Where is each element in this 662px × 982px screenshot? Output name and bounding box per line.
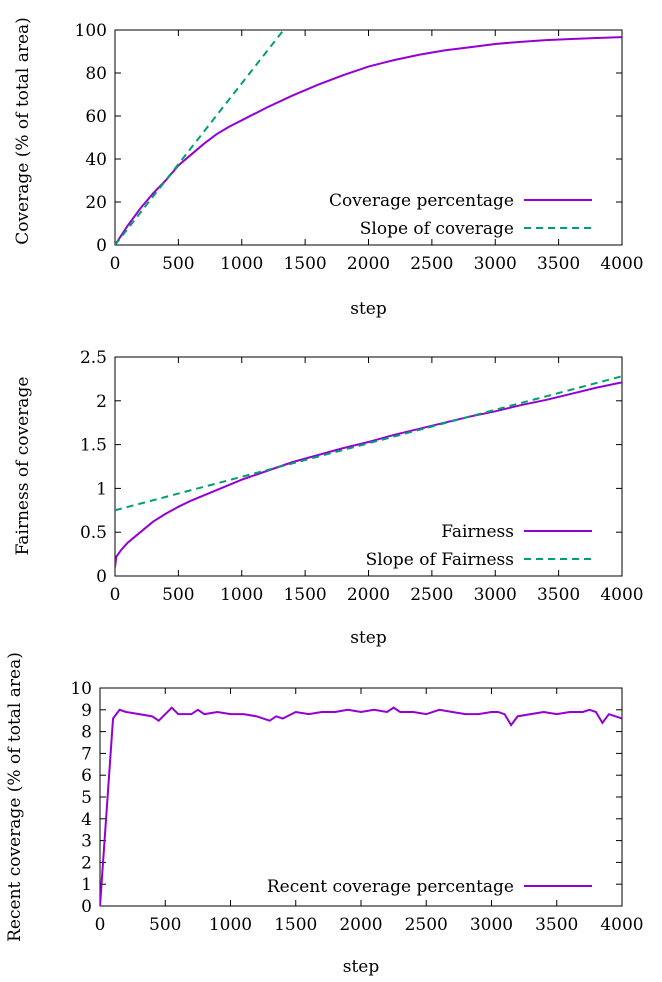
plot-frame [114,29,623,246]
legend-label: Slope of Fairness [366,550,514,570]
x-tick-label: 2000 [347,254,390,274]
legend-label: Coverage percentage [329,191,514,211]
y-tick-label: 5 [81,788,92,808]
x-tick-label: 1500 [283,585,326,605]
y-tick-label: 1 [96,479,107,499]
x-tick-label: 3000 [474,254,517,274]
series-line-1 [115,381,622,568]
x-tick-label: 1500 [274,915,317,935]
x-tick-label: 500 [162,585,194,605]
y-tick-label: 2 [96,392,107,412]
x-tick-label: 3500 [535,915,578,935]
y-tick-label: 7 [81,744,92,764]
x-tick-label: 0 [110,254,121,274]
x-tick-label: 1000 [209,915,252,935]
y-tick-label: 1.5 [80,436,107,456]
series-line-2 [115,30,285,245]
x-tick-label: 4000 [600,585,643,605]
x-tick-label: 3500 [537,254,580,274]
x-tick-label: 2500 [410,585,453,605]
x-axis-label: step [350,299,387,319]
x-tick-label: 500 [162,254,194,274]
y-tick-label: 4 [81,810,92,830]
x-tick-label: 3500 [537,585,580,605]
x-tick-label: 500 [149,915,181,935]
x-tick-label: 3000 [470,915,513,935]
x-tick-label: 1500 [283,254,326,274]
x-tick-label: 2000 [339,915,382,935]
x-tick-label: 4000 [600,254,643,274]
x-axis-label: step [343,957,380,977]
y-tick-label: 6 [81,766,92,786]
chart-3: 0 500 1000 1500 2000 2500 3000 3500 4000 01234567… [5,652,644,977]
y-tick-label: 2 [81,853,92,873]
x-tick-label: 0 [95,915,106,935]
y-tick-label: 60 [85,107,107,127]
y-tick-label: 0 [96,567,107,587]
x-axis-label: step [350,628,387,648]
chart-2: 0 500 1000 1500 2000 2500 3000 3500 4000 0 0.5 1 1.5… [13,348,644,648]
y-tick-label: 40 [85,150,107,170]
legend-label: Slope of coverage [360,219,514,239]
series-line-1 [115,36,622,245]
x-tick-label: 3000 [474,585,517,605]
x-tick-label: 1000 [220,254,263,274]
x-tick-label: 2500 [405,915,448,935]
plot-frame [114,356,623,577]
plot-frame [99,687,623,907]
y-tick-label: 0 [96,236,107,256]
x-tick-label: 2000 [347,585,390,605]
y-axis-label: Recent coverage (% of total area) [5,652,25,942]
y-tick-label: 20 [85,193,107,213]
chart-1: 0 500 1000 1500 2000 2500 3000 3500 4000 0 20 40 60 8… [13,17,644,319]
y-axis-label: Fairness of coverage [13,377,33,556]
y-tick-label: 2.5 [80,348,107,368]
y-tick-label: 80 [85,64,107,84]
y-tick-label: 0 [81,897,92,917]
legend-label: Fairness [441,522,514,542]
y-tick-label: 10 [70,679,92,699]
series-line-2 [115,375,622,512]
y-tick-label: 100 [75,21,107,41]
y-tick-label: 1 [81,875,92,895]
y-tick-label: 9 [81,701,92,721]
y-tick-label: 8 [81,723,92,743]
x-tick-label: 1000 [220,585,263,605]
x-tick-label: 0 [110,585,121,605]
x-tick-label: 2500 [410,254,453,274]
x-tick-label: 4000 [600,915,643,935]
legend-label: Recent coverage percentage [267,877,514,897]
y-axis-label: Coverage (% of total area) [13,17,33,245]
y-tick-label: 0.5 [80,523,107,543]
y-tick-label: 3 [81,832,92,852]
series-line-1 [100,706,622,906]
